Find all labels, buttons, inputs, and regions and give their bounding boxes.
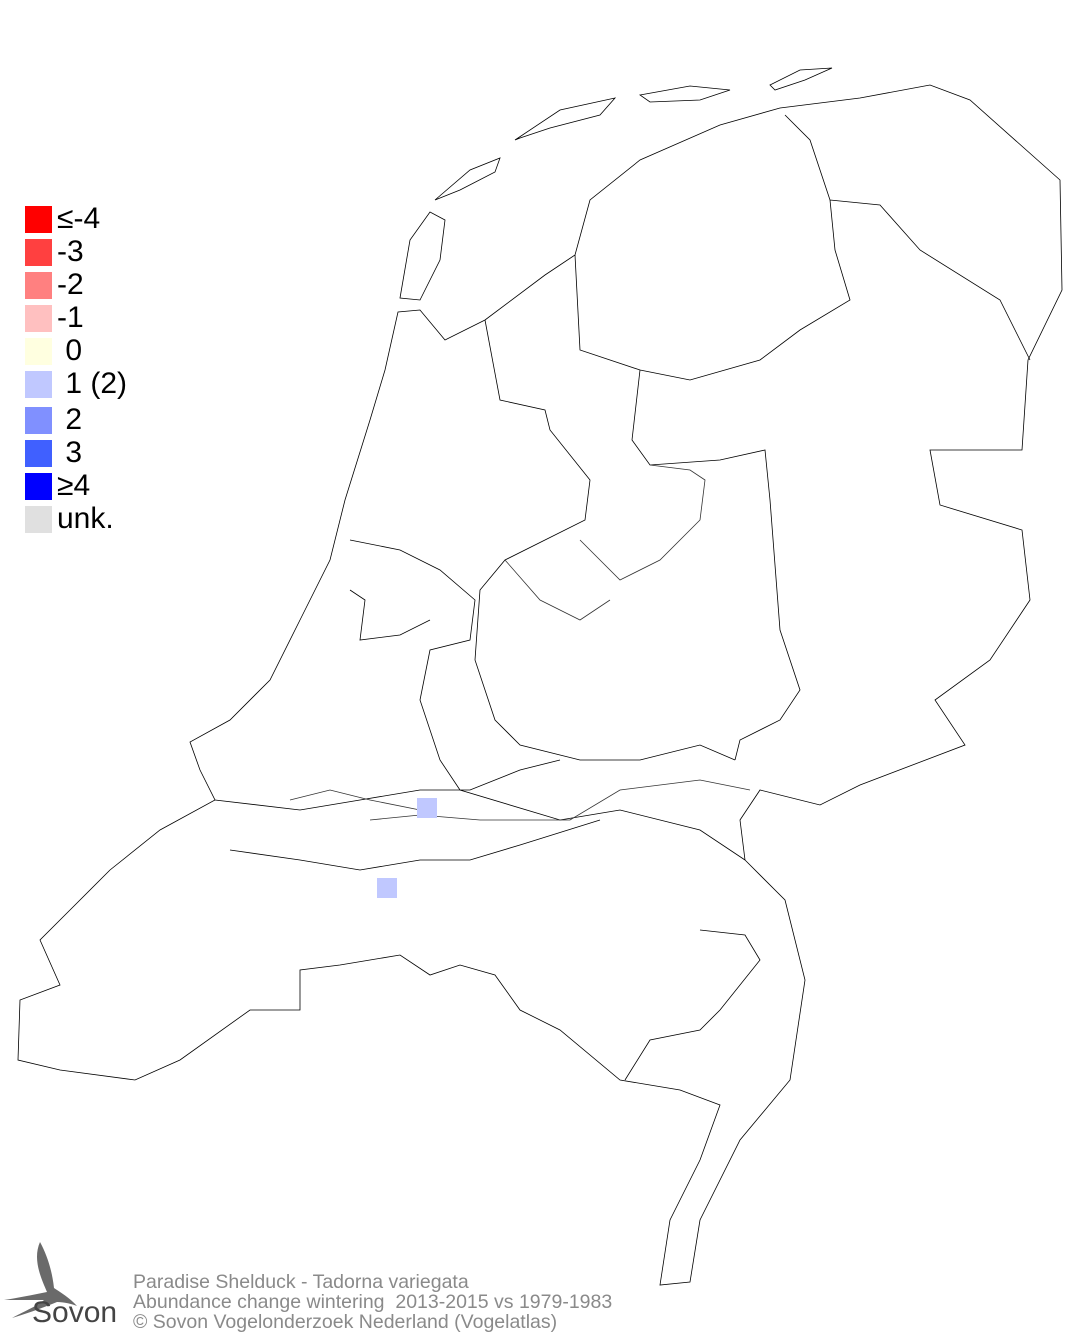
schiermonnikoog-island <box>769 67 833 91</box>
legend-item: ≥4 <box>25 469 91 502</box>
map-caption: Paradise Shelduck - Tadorna variegata Ab… <box>133 1272 612 1332</box>
legend-item: 1 (2) <box>25 367 128 400</box>
species-title: Paradise Shelduck - Tadorna variegata <box>133 1271 469 1293</box>
legend-label: ≥4 <box>57 469 91 502</box>
legend-label: 3 <box>57 436 83 469</box>
legend-label: ≤-4 <box>57 202 101 235</box>
legend-label: 1 (2) <box>57 367 128 400</box>
legend-item: ≤-4 <box>25 202 101 235</box>
legend-swatch <box>25 205 52 233</box>
country-outline <box>17 84 1063 1286</box>
legend-swatch <box>25 304 52 332</box>
map-cell-2 <box>377 878 397 898</box>
legend-label: -3 <box>57 235 84 268</box>
legend-swatch <box>25 406 52 434</box>
texel-island <box>399 211 446 301</box>
river-lines <box>289 464 751 821</box>
legend-label: unk. <box>57 502 114 535</box>
legend-item: 2 <box>25 403 83 436</box>
legend-item: 0 <box>25 334 83 367</box>
copyright: © Sovon Vogelonderzoek Nederland (Vogela… <box>133 1311 558 1333</box>
legend-label: -2 <box>57 268 84 301</box>
sovon-logo-text: Sovon <box>32 1296 118 1329</box>
sovon-swallow-logo-icon <box>4 1242 77 1318</box>
map-subtitle: Abundance change wintering 2013-2015 vs … <box>133 1291 613 1313</box>
legend-swatch <box>25 370 52 398</box>
ameland-island <box>638 85 731 103</box>
legend-swatch <box>25 337 52 365</box>
vlieland-island <box>434 157 501 201</box>
legend-swatch <box>25 472 52 500</box>
legend-label: 2 <box>57 403 83 436</box>
province-borders <box>214 114 1031 1081</box>
legend-label: -1 <box>57 301 84 334</box>
legend-item: -1 <box>25 301 84 334</box>
legend-item: unk. <box>25 502 114 535</box>
legend-item: -2 <box>25 268 84 301</box>
legend-swatch <box>25 271 52 299</box>
legend-item: -3 <box>25 235 84 268</box>
map-cell-1 <box>417 798 437 818</box>
legend-label: 0 <box>57 334 83 367</box>
legend-swatch <box>25 238 52 266</box>
legend-swatch <box>25 439 52 467</box>
terschelling-island <box>514 97 617 141</box>
legend-item: 3 <box>25 436 83 469</box>
legend-swatch <box>25 505 52 533</box>
